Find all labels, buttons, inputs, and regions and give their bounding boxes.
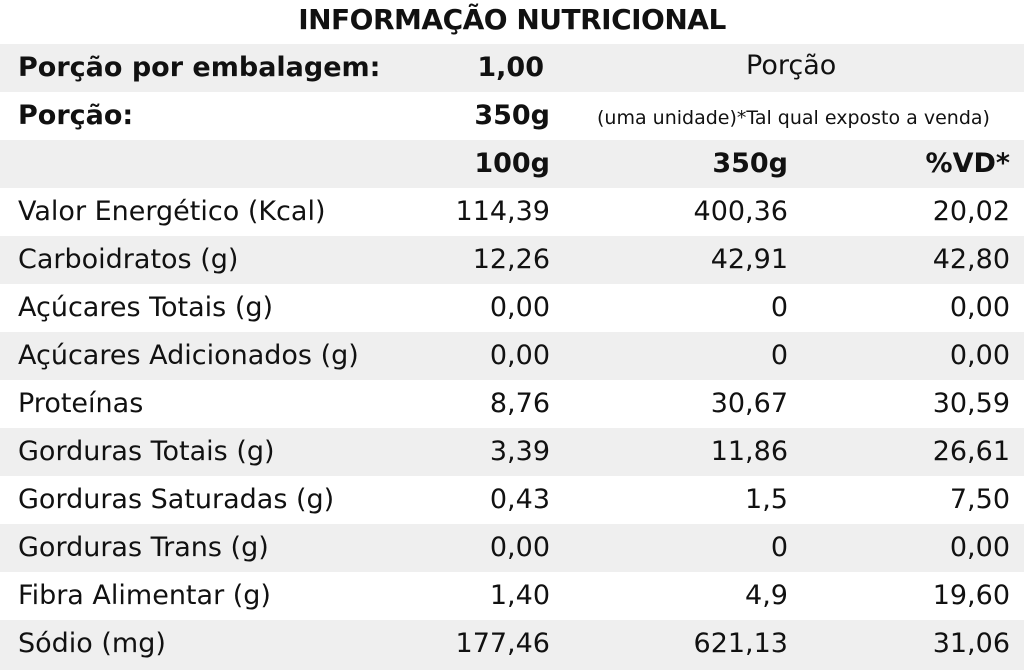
table-title: INFORMAÇÃO NUTRICIONAL bbox=[298, 3, 726, 36]
value-350g: 0 bbox=[770, 340, 788, 371]
value-100g: 1,40 bbox=[489, 580, 550, 611]
value-100g: 0,43 bbox=[489, 484, 550, 515]
table-row: Proteínas 8,76 30,67 30,59 bbox=[0, 380, 1024, 428]
portion-note: (uma unidade)*Tal qual exposto a venda) bbox=[597, 107, 990, 129]
column-header-row: 100g 350g %VD* bbox=[0, 140, 1024, 188]
value-vd: 31,06 bbox=[932, 628, 1010, 659]
table-row: Carboidratos (g) 12,26 42,91 42,80 bbox=[0, 236, 1024, 284]
column-header-100g: 100g bbox=[474, 148, 550, 179]
value-vd: 20,02 bbox=[932, 196, 1010, 227]
value-100g: 8,76 bbox=[489, 388, 550, 419]
value-100g: 114,39 bbox=[455, 196, 550, 227]
value-vd: 7,50 bbox=[949, 484, 1010, 515]
nutrient-name: Sódio (mg) bbox=[18, 628, 166, 659]
per-package-label: Porção por embalagem: bbox=[18, 52, 381, 83]
value-vd: 0,00 bbox=[949, 292, 1010, 323]
value-vd: 42,80 bbox=[932, 244, 1010, 275]
portion-label: Porção: bbox=[18, 100, 134, 131]
value-vd: 0,00 bbox=[949, 340, 1010, 371]
nutrient-name: Valor Energético (Kcal) bbox=[18, 196, 326, 227]
value-vd: 19,60 bbox=[932, 580, 1010, 611]
value-350g: 42,91 bbox=[710, 244, 788, 275]
nutrient-name: Gorduras Totais (g) bbox=[18, 436, 275, 467]
column-header-350g: 350g bbox=[712, 148, 788, 179]
value-100g: 0,00 bbox=[489, 532, 550, 563]
portion-header: Porção bbox=[746, 50, 837, 81]
value-350g: 0 bbox=[770, 292, 788, 323]
value-vd: 26,61 bbox=[932, 436, 1010, 467]
table-row: Sódio (mg) 177,46 621,13 31,06 bbox=[0, 620, 1024, 670]
value-350g: 0 bbox=[770, 532, 788, 563]
table-row: Gorduras Saturadas (g) 0,43 1,5 7,50 bbox=[0, 476, 1024, 524]
row-portion: Porção: 350g (uma unidade)*Tal qual expo… bbox=[0, 92, 1024, 140]
value-100g: 0,00 bbox=[489, 340, 550, 371]
value-100g: 0,00 bbox=[489, 292, 550, 323]
value-350g: 30,67 bbox=[710, 388, 788, 419]
nutrient-name: Fibra Alimentar (g) bbox=[18, 580, 271, 611]
table-row: Fibra Alimentar (g) 1,40 4,9 19,60 bbox=[0, 572, 1024, 620]
nutrient-name: Açúcares Adicionados (g) bbox=[18, 340, 359, 371]
nutrient-name: Gorduras Saturadas (g) bbox=[18, 484, 335, 515]
nutrient-name: Proteínas bbox=[18, 388, 144, 419]
nutrient-name: Gorduras Trans (g) bbox=[18, 532, 269, 563]
per-package-value: 1,00 bbox=[477, 52, 544, 83]
value-350g: 1,5 bbox=[745, 484, 788, 515]
nutrient-name: Carboidratos (g) bbox=[18, 244, 239, 275]
value-vd: 0,00 bbox=[949, 532, 1010, 563]
value-vd: 30,59 bbox=[932, 388, 1010, 419]
value-100g: 12,26 bbox=[472, 244, 550, 275]
column-header-vd: %VD* bbox=[925, 148, 1010, 179]
value-350g: 400,36 bbox=[693, 196, 788, 227]
value-350g: 11,86 bbox=[710, 436, 788, 467]
table-row: Açúcares Totais (g) 0,00 0 0,00 bbox=[0, 284, 1024, 332]
table-row: Açúcares Adicionados (g) 0,00 0 0,00 bbox=[0, 332, 1024, 380]
value-100g: 3,39 bbox=[489, 436, 550, 467]
value-350g: 621,13 bbox=[693, 628, 788, 659]
value-100g: 177,46 bbox=[455, 628, 550, 659]
row-per-package: Porção por embalagem: 1,00 Porção bbox=[0, 44, 1024, 92]
table-row: Valor Energético (Kcal) 114,39 400,36 20… bbox=[0, 188, 1024, 236]
portion-value: 350g bbox=[474, 100, 550, 131]
table-row: Gorduras Totais (g) 3,39 11,86 26,61 bbox=[0, 428, 1024, 476]
nutrient-name: Açúcares Totais (g) bbox=[18, 292, 274, 323]
value-350g: 4,9 bbox=[745, 580, 788, 611]
table-row: Gorduras Trans (g) 0,00 0 0,00 bbox=[0, 524, 1024, 572]
